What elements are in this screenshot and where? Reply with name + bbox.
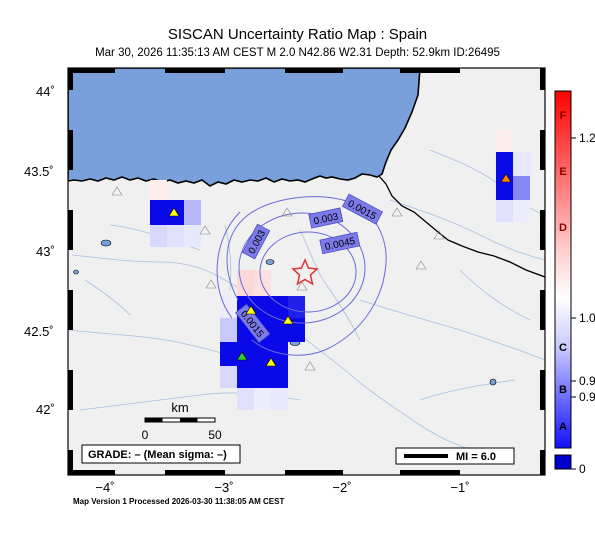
station-marker [281,207,293,217]
lat-tick-label: 43.5˚ [24,164,54,179]
map-area: 0.0015 0.003 0.003 0.0045 0.0015 [68,68,545,475]
map-title: SISCAN Uncertainty Ratio Map : Spain [167,26,428,43]
station-marker [415,260,427,270]
lon-tick-label: −1˚ [450,480,469,495]
station-marker [304,361,316,371]
colorbar-value: 1.0 [579,311,595,325]
lon-tick-label: −2˚ [332,480,351,495]
grade-letter: F [560,110,567,122]
contour-label: 0.003 [313,211,340,227]
grade-letter: B [559,384,567,396]
station-marker [391,207,403,217]
station-marker [296,281,308,291]
scale-bar-unit: km [171,400,188,415]
grade-box [81,444,241,464]
station-marker [236,351,248,361]
map-subtitle: Mar 30, 2026 11:35:13 AM CEST M 2.0 N42.… [95,47,500,59]
map-footer: Map Version 1 Processed 2026-03-30 11:38… [73,497,285,506]
grade-letter: A [559,421,567,433]
lat-tick-label: 42.5˚ [24,324,54,339]
latitude-labels: 44˚ 43.5˚ 43˚ 42.5˚ 42˚ [24,84,55,417]
station-marker [500,173,512,183]
scale-bar-start: 0 [142,428,149,442]
colorbar-gradient [554,90,572,449]
grade-text: GRADE: – (Mean sigma: –) [88,449,227,461]
lon-tick-label: −4˚ [95,480,114,495]
station-marker [205,279,217,289]
colorbar-value: 1.2 [579,131,595,145]
mi-legend-box [395,447,515,465]
mi-legend-text: MI = 6.0 [456,451,496,463]
colorbar-value: 0 [579,462,586,476]
stations [111,173,512,371]
border-line [378,175,545,278]
lat-tick-label: 42˚ [36,402,55,417]
lat-tick-label: 44˚ [36,84,55,99]
longitude-labels: −4˚ −3˚ −2˚ −1˚ [95,480,469,495]
grade-letter: D [559,222,567,234]
colorbar: F E D C B A 1.2 1.0 0.9 0.9 0 [554,90,595,476]
station-marker [265,357,277,367]
sea-bay-of-biscay [68,68,421,187]
epicenter-star [291,258,319,286]
station-marker [168,207,180,217]
grade-letter: C [559,342,567,354]
station-marker [433,230,445,240]
station-marker [282,315,294,325]
frame-ticks [68,68,545,475]
station-marker [245,305,257,315]
station-marker [111,186,123,196]
lon-tick-label: −3˚ [214,480,233,495]
station-marker [199,225,211,235]
scale-bar: km 0 50 [142,400,222,442]
lat-tick-label: 43˚ [36,244,55,259]
colorbar-value: 0.9 [579,390,595,404]
grade-letter: E [559,166,566,178]
colorbar-value: 0.9 [579,374,595,388]
colorbar-floor-swatch [554,454,572,470]
scale-bar-end: 50 [208,428,222,442]
